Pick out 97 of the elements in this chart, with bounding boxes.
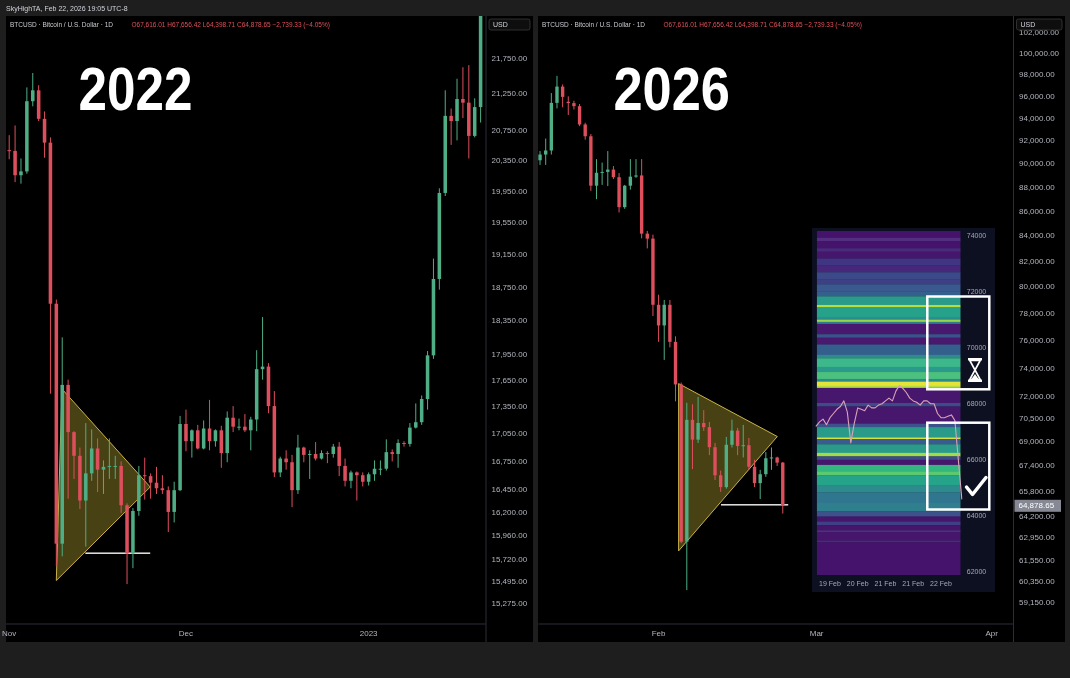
candlestick	[538, 150, 542, 166]
x-tick-label: Apr	[985, 628, 999, 638]
candlestick	[764, 451, 768, 478]
y-tick-label: 102,000.00	[1019, 28, 1060, 38]
y-tick-label: 67,400.00	[1019, 461, 1056, 471]
candlestick	[600, 162, 604, 186]
y-tick-label: 84,000.00	[1019, 231, 1056, 241]
y-tick-label: 18,750.00	[491, 282, 528, 292]
candlestick	[249, 416, 253, 451]
candlestick	[195, 424, 200, 450]
y-tick-label: 88,000.00	[1019, 182, 1056, 192]
y-tick-label: 20,750.00	[491, 126, 528, 136]
candlestick	[343, 458, 347, 487]
y-tick-label: 74,000.00	[1019, 363, 1056, 373]
candlestick	[243, 413, 247, 433]
y-tick-label: 82,000.00	[1019, 256, 1056, 266]
y-tick-label: 17,050.00	[491, 429, 528, 439]
y-tick-label: 15,275.00	[491, 599, 528, 609]
x-tick-label: Feb	[651, 628, 667, 638]
y-tick-label: 64,200.00	[1019, 512, 1056, 522]
y-tick-label: 94,000.00	[1019, 113, 1056, 123]
y-tick-label: 61,550.00	[1019, 556, 1056, 566]
y-tick-label: 15,720.00	[491, 554, 528, 564]
candlestick	[172, 481, 176, 523]
candlestick	[455, 78, 459, 141]
candlestick	[408, 422, 412, 448]
y-tick-label: 17,350.00	[491, 402, 528, 412]
y-tick-label: 90,000.00	[1019, 159, 1056, 169]
text: 2026	[613, 54, 752, 123]
candlestick	[634, 158, 638, 179]
y-tick-label: 21,750.00	[491, 53, 528, 63]
candlestick	[696, 396, 700, 444]
candlestick	[231, 405, 235, 433]
y-tick-label: 20,350.00	[491, 156, 528, 166]
line-series	[815, 384, 963, 500]
y-tick-label: 69,000.00	[1019, 436, 1056, 446]
y-tick-label: 76,000.00	[1019, 335, 1056, 345]
candlestick	[237, 418, 241, 431]
y-tick-label: 17,650.00	[491, 376, 528, 386]
x-tick-label: Nov	[2, 628, 17, 638]
y-tick-label: 21,250.00	[491, 89, 528, 99]
y-tick-label: 18,350.00	[491, 315, 528, 325]
candlestick	[769, 447, 774, 471]
candlestick	[278, 456, 283, 478]
candlestick	[190, 428, 194, 459]
candlestick	[758, 469, 762, 500]
candlestick	[690, 403, 695, 470]
candlestick	[730, 419, 734, 449]
candlestick	[572, 100, 576, 110]
text: 64,878.65	[1018, 501, 1055, 511]
candlestick	[337, 441, 341, 477]
y-tick-label: 15,960.00	[491, 531, 528, 541]
y-tick-label: 16,200.00	[491, 508, 528, 518]
candlestick	[184, 409, 188, 452]
candlestick	[741, 424, 745, 458]
y-tick-label: 60,350.00	[1019, 576, 1056, 586]
x-tick-label: Mar	[809, 628, 824, 638]
candlestick	[101, 459, 106, 495]
candlestick	[355, 471, 359, 502]
x-tick-label: 2023	[359, 628, 379, 638]
y-tick-label: 86,000.00	[1019, 206, 1056, 216]
candlestick	[555, 75, 559, 109]
y-tick-label: 98,000.00	[1019, 70, 1056, 80]
y-tick-label: 19,550.00	[491, 218, 528, 228]
y-tick-label: 72,000.00	[1019, 392, 1056, 402]
y-tick-label: 16,450.00	[491, 484, 528, 494]
candlestick	[449, 108, 453, 146]
candlestick	[461, 66, 465, 119]
candlestick	[148, 472, 153, 500]
y-tick-label: 15,495.00	[491, 577, 528, 587]
candlestick	[113, 455, 118, 480]
candlestick	[396, 438, 400, 469]
candlestick	[72, 430, 76, 480]
y-tick-label: 78,000.00	[1019, 308, 1056, 318]
y-tick-label: 59,150.00	[1019, 597, 1056, 607]
candlestick	[402, 440, 406, 448]
candlestick	[414, 402, 418, 429]
y-tick-label: 16,750.00	[491, 456, 528, 466]
candlestick	[718, 470, 723, 493]
y-tick-label: 92,000.00	[1019, 136, 1056, 146]
y-tick-label: 65,800.00	[1019, 486, 1056, 496]
text: 2022	[78, 54, 217, 123]
candlestick	[747, 437, 751, 471]
y-tick-label: 100,000.00	[1019, 49, 1060, 59]
candlestick	[313, 441, 318, 461]
y-tick-label: 62,950.00	[1019, 532, 1056, 542]
y-tick-label: 96,000.00	[1019, 91, 1056, 101]
candlestick	[30, 72, 35, 107]
y-tick-label: 19,150.00	[491, 250, 528, 260]
candlestick	[19, 157, 23, 185]
candlestick	[284, 449, 288, 471]
x-tick-label: Dec	[178, 628, 194, 638]
y-tick-label: 70,500.00	[1019, 414, 1056, 424]
y-tick-label: 80,000.00	[1019, 282, 1056, 292]
candlestick	[7, 134, 11, 160]
y-tick-label: 19,950.00	[491, 186, 528, 196]
y-tick-label: 17,950.00	[491, 350, 528, 359]
